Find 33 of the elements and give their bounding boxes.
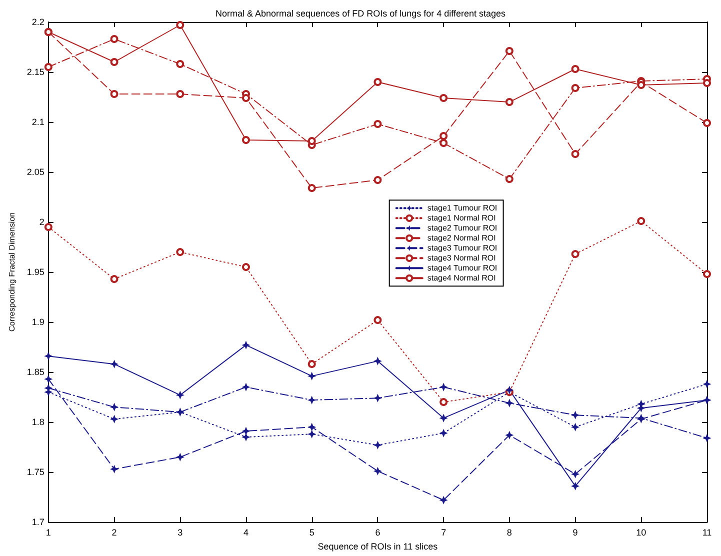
y-tick-label: 1.75 [26,467,44,478]
y-tick-label: 1.85 [26,367,44,378]
x-tick-label: 3 [178,528,183,538]
y-tick-label: 2.1 [32,117,44,128]
y-tick-label: 1.95 [26,267,44,278]
x-tick-label: 7 [441,528,446,538]
legend-label: stage1 Normal ROI [427,214,496,223]
legend-label: stage4 Tumour ROI [427,264,498,273]
legend-label: stage3 Normal ROI [427,254,496,263]
y-tick-label: 2.05 [26,167,44,178]
x-axis-title: Sequence of ROIs in 11 slices [318,542,438,552]
y-tick-label: 1.8 [32,417,44,428]
y-tick-label: 2.15 [26,67,44,78]
x-tick-label: 5 [309,528,314,538]
y-tick-label: 2 [39,217,44,228]
y-tick-label: 2.2 [32,17,44,27]
legend-label: stage2 Tumour ROI [427,224,498,233]
legend-label: stage2 Normal ROI [427,234,496,243]
y-tick-label: 1.7 [32,517,44,528]
x-tick-label: 6 [375,528,380,538]
x-tick-label: 2 [112,528,117,538]
y-tick-label: 1.9 [32,317,44,328]
y-axis-title: Corresponding Fractal Dimension [8,212,16,332]
x-tick-label: 8 [506,528,512,538]
x-tick-label: 4 [243,528,248,538]
chart-title: Normal & Abnormal sequences of FD ROIs of lungs for 4 different stages [216,8,506,18]
legend-label: stage4 Normal ROI [427,274,496,283]
x-tick-label: 1 [46,528,51,538]
legend-label: stage1 Tumour ROI [427,204,498,213]
x-tick-label: 11 [702,528,712,538]
legend-label: stage3 Tumour ROI [427,244,498,253]
x-tick-label: 9 [572,528,578,538]
x-tick-label: 10 [636,528,646,538]
